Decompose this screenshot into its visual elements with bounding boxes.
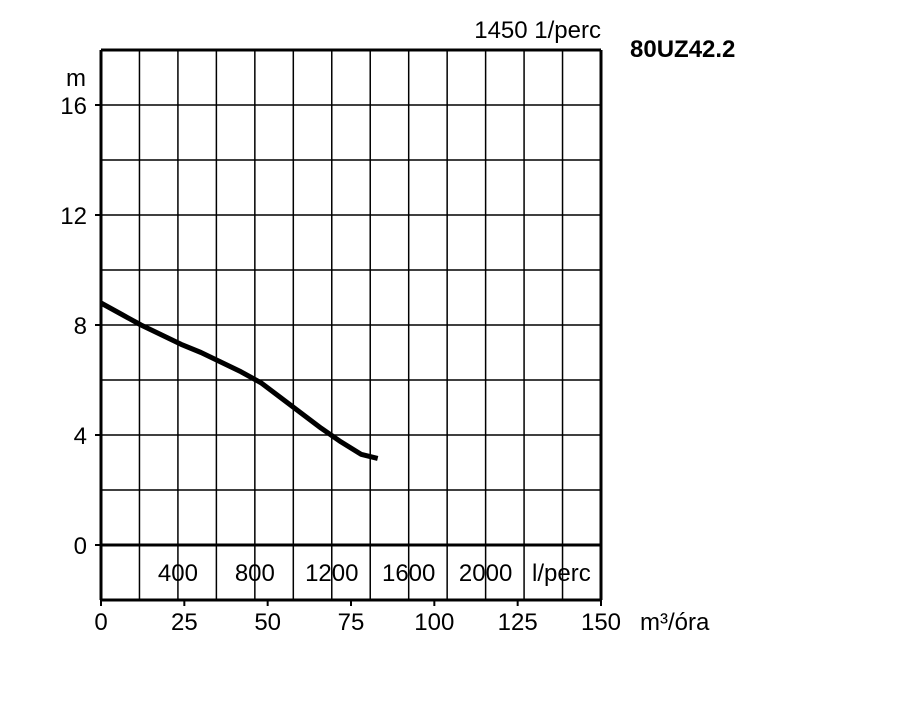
y-tick-label: 0	[74, 533, 87, 560]
x-tick-label: 0	[94, 609, 107, 636]
series-line	[99, 300, 379, 461]
x-secondary-tick-label: 400	[158, 560, 198, 587]
x-tick-label: 25	[171, 609, 198, 636]
axes	[95, 48, 603, 606]
x-secondary-tick-label: 2000	[459, 560, 512, 587]
x-tick-label: 150	[581, 609, 621, 636]
x-secondary-tick-label: 1600	[382, 560, 435, 587]
y-tick-label: 4	[74, 423, 87, 450]
x-tick-label: 125	[498, 609, 538, 636]
y-tick-label: 8	[74, 313, 87, 340]
x-axis-label: m³/óra	[640, 609, 710, 636]
x-tick-label: 75	[338, 609, 365, 636]
y-axis-label: m	[66, 65, 86, 92]
x-tick-label: 100	[414, 609, 454, 636]
series	[99, 300, 379, 461]
y-tick-label: 16	[60, 93, 87, 120]
x-secondary-tick-label: 800	[235, 560, 275, 587]
x-secondary-tick-label: 1200	[305, 560, 358, 587]
x-secondary-unit-label: l/perc	[532, 560, 591, 587]
speed-label: 1450 1/perc	[474, 17, 601, 44]
grid	[101, 50, 601, 600]
chart-title: 80UZ42.2	[630, 36, 736, 63]
x-tick-label: 50	[254, 609, 281, 636]
tick-labels: 0 4 8 12 16 0 25 50 75 100 125 150 400 800 1200 1600 200…	[60, 93, 621, 636]
y-tick-label: 12	[60, 203, 87, 230]
